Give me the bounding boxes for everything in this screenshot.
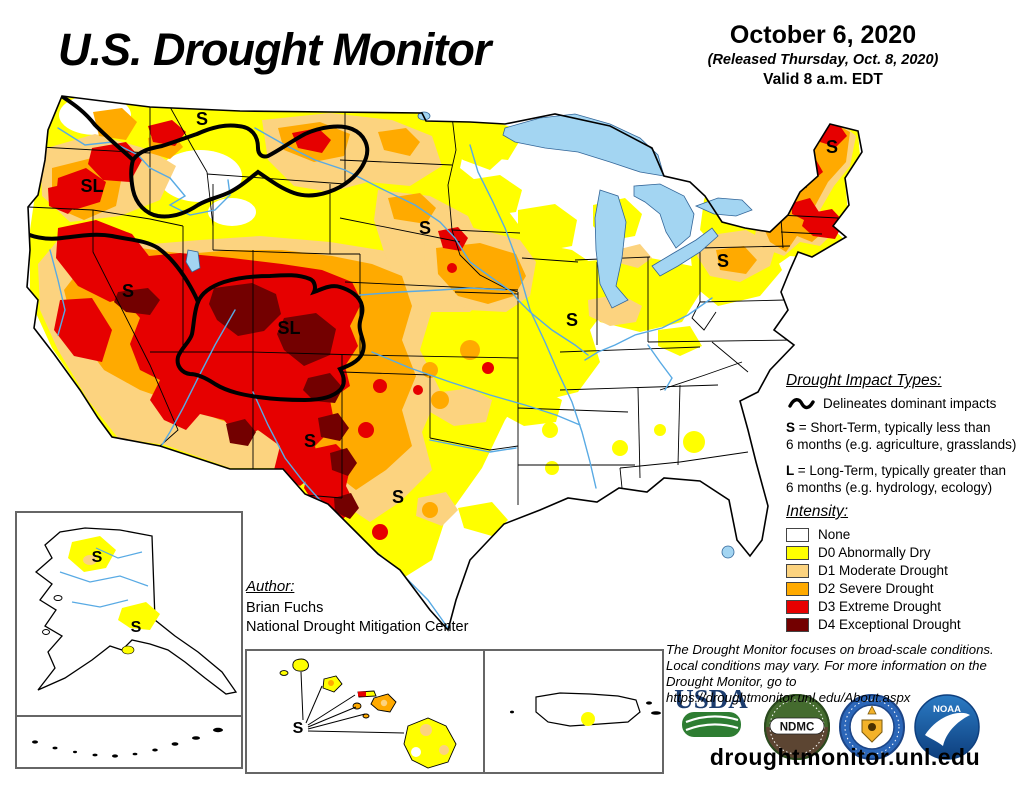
impact-type-definitions: S = Short-Term, typically less than 6 mon…: [786, 420, 1022, 497]
map-impact-labels: S SL S SL S S S S S S: [80, 109, 838, 507]
hawaii-pointer-lines: [300, 671, 405, 734]
legend-swatch: [786, 599, 809, 614]
impact-types-title: Drought Impact Types:: [786, 372, 942, 389]
legend-row: None: [786, 527, 1022, 542]
page-title: U.S. Drought Monitor: [58, 24, 491, 75]
footer-logos: USDA NDMC: [674, 684, 980, 760]
map-date: October 6, 2020: [729, 21, 917, 49]
conus-outline: [26, 95, 863, 632]
date-block: October 6, 2020 (Released Thursday, Oct.…: [640, 21, 1006, 89]
rivers: [49, 127, 713, 629]
legend-row: D2 Severe Drought: [786, 581, 1022, 596]
author-org: National Drought Mitigation Center: [246, 618, 469, 635]
disclaimer-line-3[interactable]: Drought Monitor, go to https://droughtmo…: [666, 674, 911, 706]
author-name: Brian Fuchs: [246, 600, 324, 616]
intensity-title: Intensity:: [786, 503, 849, 520]
legend-swatch: [786, 617, 809, 632]
delineates-row: Delineates dominant impacts: [788, 396, 1022, 411]
impact-type-item: L = Long-Term, typically greater than 6 m…: [786, 462, 1006, 495]
release-date: (Released Thursday, Oct. 8, 2020): [707, 51, 939, 68]
legend-label: D4 Exceptional Drought: [818, 617, 961, 632]
intensity-legend: Intensity: None D0 Abnormally Dry D1 Moder…: [786, 503, 1022, 632]
legend-label: D0 Abnormally Dry: [818, 545, 931, 560]
impact-label-pennsylvania: S: [717, 251, 729, 271]
legend-row: D4 Exceptional Drought: [786, 617, 1022, 632]
impact-label-hawaii: S: [293, 720, 304, 737]
impact-types-legend: Drought Impact Types: Delineates dominan…: [786, 372, 1022, 497]
disclaimer-text: The Drought Monitor focuses on broad-sca…: [666, 642, 1024, 706]
impact-label-four-corners: SL: [277, 318, 300, 338]
legend-swatch: [786, 527, 809, 542]
author-title: Author:: [246, 578, 295, 595]
puerto-rico-inset: [483, 649, 664, 774]
disclaimer-line-1: The Drought Monitor focuses on broad-sca…: [666, 642, 994, 657]
ndmc-logo: NDMC: [764, 694, 830, 760]
intensity-rows: None D0 Abnormally Dry D1 Moderate Drought…: [786, 527, 1022, 632]
noaa-logo: NOAA: [914, 694, 980, 760]
aleutian-islands: [32, 727, 223, 758]
usda-logo: USDA: [674, 684, 748, 737]
impact-label-new-mexico: S: [304, 431, 316, 451]
legend-label: None: [818, 527, 851, 542]
legend-swatch: [786, 581, 809, 596]
valid-time: Valid 8 a.m. EDT: [763, 70, 883, 88]
legend-row: D1 Moderate Drought: [786, 563, 1022, 578]
impact-label-alaska-northwest: S: [92, 549, 103, 566]
aleutians-inset: [15, 715, 243, 769]
footer-url[interactable]: droughtmonitor.unl.edu: [709, 744, 981, 770]
state-borders: [27, 97, 839, 505]
author-block: Author: Brian Fuchs National Drought Mit…: [246, 578, 468, 637]
usda-logo-text: USDA: [674, 684, 748, 714]
inset-impact-labels: S S S: [92, 549, 304, 737]
delineates-label: Delineates dominant impacts: [823, 396, 997, 411]
legend-swatch: [786, 563, 809, 578]
impact-type-item: S = Short-Term, typically less than 6 mon…: [786, 420, 1017, 452]
impact-label-north-idaho-montana: S: [196, 109, 208, 129]
impact-label-maine: S: [826, 137, 838, 157]
alaska-inset: [15, 511, 243, 769]
legend-label: D1 Moderate Drought: [818, 563, 948, 578]
commerce-seal: [839, 694, 905, 760]
legend-label: D2 Severe Drought: [818, 581, 934, 596]
disclaimer-line-2: Local conditions may vary. For more info…: [666, 658, 987, 674]
impact-label-texas: S: [392, 487, 404, 507]
legend-swatch: [786, 545, 809, 560]
noaa-logo-text: NOAA: [933, 704, 961, 715]
ndmc-logo-text: NDMC: [780, 722, 815, 734]
impact-label-nevada: S: [122, 281, 134, 301]
impact-delineation-lines: [27, 96, 370, 403]
delineation-curve-icon: [788, 398, 815, 410]
hawaii-inset: [245, 649, 485, 774]
impact-label-alaska-southcentral: S: [131, 619, 142, 636]
impact-label-illinois: S: [566, 310, 578, 330]
legend-label: D3 Extreme Drought: [818, 599, 942, 614]
impact-label-south-dakota: S: [419, 218, 431, 238]
impact-label-oregon: SL: [80, 176, 103, 196]
legend-row: D3 Extreme Drought: [786, 599, 1022, 614]
great-lakes: [185, 111, 753, 559]
legend-row: D0 Abnormally Dry: [786, 545, 1022, 560]
